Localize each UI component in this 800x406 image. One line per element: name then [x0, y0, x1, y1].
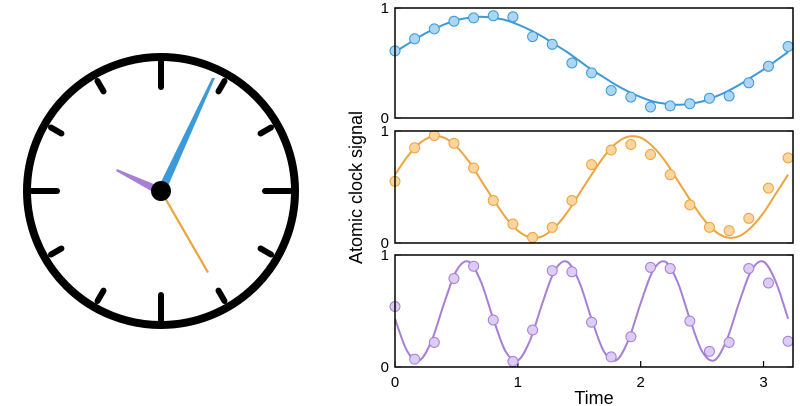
hour-tick	[257, 124, 274, 137]
clock-face	[23, 53, 299, 329]
data-point	[409, 142, 421, 154]
data-point	[546, 265, 558, 277]
data-point	[428, 336, 440, 348]
y-tick-label: 0	[381, 235, 389, 252]
data-point	[664, 262, 676, 274]
data-point	[527, 31, 539, 43]
data-point	[645, 261, 657, 273]
data-point	[743, 262, 755, 274]
data-point	[409, 33, 421, 45]
data-point	[428, 129, 440, 141]
data-point	[703, 345, 715, 357]
y-tick-label: 0	[381, 110, 389, 127]
data-point	[743, 212, 755, 224]
data-point	[684, 315, 696, 327]
plot-frame	[394, 130, 794, 244]
data-point	[487, 314, 499, 326]
data-point	[487, 194, 499, 206]
data-point	[625, 91, 637, 103]
hour-tick	[257, 245, 274, 258]
data-point	[586, 159, 598, 171]
x-tick-label: 1	[514, 374, 522, 391]
data-point	[664, 100, 676, 112]
data-point	[507, 355, 519, 367]
plot-frame	[394, 254, 794, 368]
data-point	[723, 336, 735, 348]
data-point	[566, 57, 578, 69]
data-point	[723, 225, 735, 237]
fit-line	[394, 135, 789, 239]
clock	[23, 53, 299, 329]
data-point	[762, 277, 774, 289]
second-hand	[116, 169, 161, 196]
data-point	[605, 144, 617, 156]
data-point	[625, 331, 637, 343]
data-point	[762, 182, 774, 194]
data-point	[507, 218, 519, 230]
clock-center	[151, 181, 171, 201]
data-point	[566, 194, 578, 206]
data-point	[546, 38, 558, 50]
hour-tick	[94, 287, 107, 304]
data-point	[468, 162, 480, 174]
hour-tick	[48, 245, 65, 258]
data-point	[782, 335, 794, 347]
data-point	[448, 137, 460, 149]
data-point	[428, 23, 440, 35]
data-point	[762, 60, 774, 72]
hour-tick	[48, 124, 65, 137]
data-point	[487, 10, 499, 22]
data-point	[468, 12, 480, 24]
data-point	[664, 169, 676, 181]
plot-frame	[394, 7, 794, 119]
data-point	[566, 266, 578, 278]
hour-hand	[158, 188, 209, 273]
data-point	[468, 260, 480, 272]
clock-ticks	[29, 59, 293, 323]
data-point	[782, 152, 794, 164]
data-point	[625, 138, 637, 150]
x-tick-label: 2	[637, 374, 645, 391]
data-point	[586, 316, 598, 328]
hour-tick	[215, 287, 228, 304]
y-tick-label: 0	[381, 359, 389, 376]
data-point	[507, 11, 519, 23]
y-tick-label: 1	[381, 0, 389, 17]
panel: 0 1 0 1 2 3 Time	[381, 247, 794, 406]
data-point	[782, 41, 794, 52]
data-point	[527, 231, 539, 243]
y-axis-label: Atomic clock signal	[346, 111, 366, 264]
data-point	[448, 273, 460, 285]
data-point	[448, 15, 460, 27]
y-tick-label: 1	[381, 123, 389, 140]
data-point	[546, 221, 558, 233]
data-point	[743, 77, 755, 89]
data-point	[645, 101, 657, 113]
hour-tick	[94, 78, 107, 95]
data-point	[527, 324, 539, 336]
y-tick-label: 1	[381, 247, 389, 264]
data-point	[703, 92, 715, 104]
data-point	[684, 98, 696, 110]
data-point	[703, 221, 715, 233]
data-point	[645, 149, 657, 161]
x-tick-label: 3	[759, 374, 767, 391]
panel: 01	[381, 0, 794, 127]
minute-hand	[157, 78, 215, 193]
data-point	[723, 90, 735, 102]
data-point	[586, 67, 598, 79]
data-point	[605, 85, 617, 96]
data-point	[684, 199, 696, 211]
data-point	[605, 351, 617, 363]
x-axis-label: Time	[574, 388, 613, 406]
data-point	[409, 353, 421, 365]
x-tick-label: 0	[391, 374, 399, 391]
hour-tick	[215, 78, 228, 95]
